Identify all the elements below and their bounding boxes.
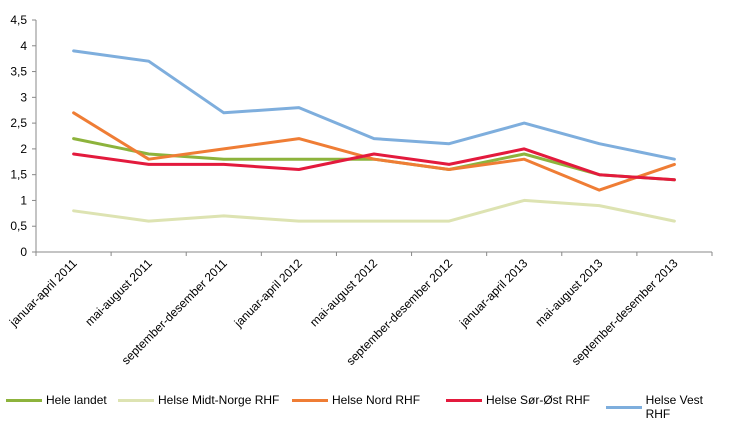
y-tick-label: 0,5 [10, 219, 27, 233]
series-line-2 [72, 111, 676, 192]
legend-label: Helse Vest RHF [645, 393, 703, 421]
legend-label: Hele landet [46, 393, 107, 407]
x-tick-label: mai-august 2013 [532, 256, 605, 329]
x-axis-tick-labels: januar-april 2011 mai-august 2011septembe… [6, 256, 681, 368]
legend-swatch [606, 405, 642, 409]
legend-item: Helse Nord RHF [292, 393, 420, 407]
y-tick-label: 2 [20, 142, 27, 156]
y-axis-tick-labels: 0 0,5 1 1,5 2 2,5 3 3,5 4 4,5 [10, 13, 27, 259]
x-tick-label: januar-april 2012 [231, 256, 306, 331]
x-tick-label: mai-august 2012 [307, 256, 380, 329]
series-line-4 [72, 49, 676, 161]
legend-item: Helse Sør-Øst RHF [446, 393, 590, 407]
legend-item: Hele landet [6, 393, 107, 407]
x-tick-label: januar-april 2013 [456, 256, 531, 331]
y-tick-label: 4 [20, 39, 27, 53]
axes [32, 19, 713, 256]
legend-label: Helse Nord RHF [332, 393, 421, 407]
series-line-1 [72, 198, 676, 223]
x-tick-label: mai-august 2011 [82, 256, 155, 329]
y-tick-label: 3 [20, 90, 27, 104]
legend: Hele landet Helse Midt-Norge RHF Helse Nor… [0, 388, 730, 421]
series-line-3 [72, 147, 676, 182]
legend-label: Helse Sør-Øst RHF [486, 393, 591, 407]
line-chart: 00,511,522,533,544,5 januar-april 2011 ma… [6, 13, 713, 368]
y-tick-label: 3,5 [10, 65, 27, 79]
y-tick-label: 1,5 [10, 168, 27, 182]
legend-swatch [446, 398, 482, 402]
y-tick-label: 0 [20, 245, 27, 259]
y-tick-label: 4,5 [10, 13, 27, 27]
y-tick-label: 1 [20, 193, 27, 207]
y-tick-label: 2,5 [10, 116, 27, 130]
legend-swatch [292, 398, 328, 402]
x-tick-label: januar-april 2011 [6, 256, 80, 330]
legend-label: Helse Midt-Norge RHF [158, 393, 280, 407]
legend-item: Helse Midt-Norge RHF [118, 393, 279, 407]
legend-swatch [6, 398, 42, 402]
series-lines [72, 49, 676, 223]
legend-swatch [118, 398, 154, 402]
legend-item: Helse Vest RHF [606, 393, 730, 421]
